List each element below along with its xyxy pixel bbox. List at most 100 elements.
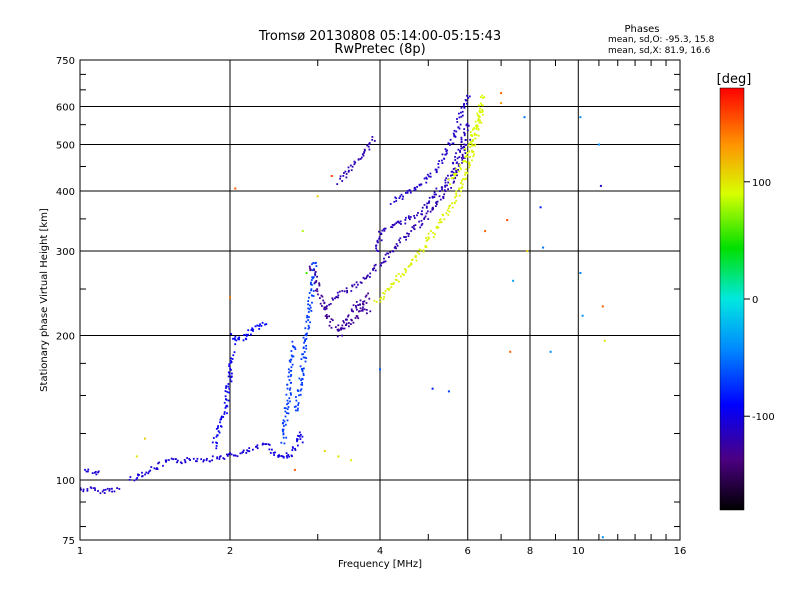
echo-point [433, 193, 436, 196]
echo-point [230, 375, 233, 378]
echo-point [296, 438, 298, 440]
echo-point [471, 128, 474, 131]
echo-point [239, 452, 242, 455]
echo-point [455, 130, 458, 133]
echo-point [287, 454, 290, 456]
echo-point [282, 456, 285, 459]
echo-point [308, 308, 311, 311]
echo-point [420, 183, 423, 186]
echo-point [251, 327, 254, 330]
echo-point [310, 310, 313, 312]
echo-point [413, 217, 416, 219]
echo-point [224, 395, 227, 398]
echo-point [256, 447, 259, 450]
echo-point [324, 308, 327, 311]
echo-point [252, 330, 254, 332]
echo-point [288, 359, 291, 362]
echo-point [287, 402, 290, 405]
echo-point [468, 95, 471, 98]
echo-point [452, 161, 454, 164]
echo-point [137, 473, 139, 476]
echo-point [101, 490, 104, 493]
echo-point [87, 468, 90, 471]
echo-point [217, 425, 219, 427]
echo-point [352, 304, 355, 307]
echo-point [226, 412, 228, 415]
echo-point [205, 459, 208, 462]
echo-point [461, 146, 464, 149]
echo-point [405, 236, 407, 238]
echo-point [389, 203, 392, 205]
echo-point [339, 177, 341, 180]
echo-point [296, 440, 298, 443]
echo-point [281, 455, 284, 458]
echo-point [354, 161, 357, 164]
echo-point [407, 215, 410, 218]
echo-point [444, 184, 446, 187]
echo-point [286, 399, 289, 402]
echo-point [228, 387, 231, 390]
echo-point [301, 382, 303, 384]
echo-point [375, 245, 377, 247]
colorbar [719, 87, 745, 511]
echo-point [363, 151, 365, 154]
echo-point [297, 402, 300, 404]
echo-point [307, 303, 309, 306]
echo-point [479, 96, 482, 98]
echo-point [392, 224, 395, 226]
echo-point [346, 289, 348, 292]
echo-point [211, 441, 214, 444]
echo-point [407, 235, 410, 237]
echo-point [318, 282, 320, 285]
x-tick-label: 8 [527, 546, 533, 557]
echo-point [247, 333, 249, 336]
echo-point [395, 243, 398, 245]
echo-point [278, 455, 281, 457]
echo-point [367, 292, 369, 295]
echo-point [226, 455, 229, 457]
echo-point [365, 302, 368, 304]
echo-point [463, 128, 466, 130]
y-axis-ticks: 75 100 200 300 400 500 600 750 [56, 56, 680, 547]
echo-point [453, 135, 456, 138]
echo-point [301, 441, 304, 444]
echo-point [331, 319, 334, 322]
echo-point [464, 160, 466, 162]
echo-point [461, 159, 464, 161]
echo-point [351, 310, 353, 312]
echo-point [313, 269, 316, 272]
echo-point [473, 134, 476, 136]
echo-point [299, 438, 302, 440]
echo-point [300, 358, 303, 360]
y-tick-label: 200 [56, 332, 75, 343]
echo-point [242, 449, 245, 452]
echo-point [458, 187, 461, 190]
echo-point [338, 290, 341, 293]
chart-subtitle: RwPretec (8p) [334, 42, 425, 57]
echo-point [409, 218, 411, 221]
echo-point [282, 432, 285, 435]
echo-point [403, 236, 406, 238]
echo-point [479, 107, 481, 110]
echo-point [357, 304, 359, 306]
echo-point [394, 196, 397, 199]
echo-point [393, 200, 396, 203]
echo-point [471, 149, 473, 152]
echo-point [460, 141, 463, 144]
echo-point [477, 115, 480, 118]
echo-point [322, 299, 325, 302]
echo-point [405, 269, 407, 272]
echo-point [258, 328, 261, 330]
echo-point [176, 459, 179, 462]
echo-point [209, 460, 211, 463]
echo-point [269, 452, 272, 454]
echo-point [469, 138, 472, 141]
echo-point [455, 192, 457, 195]
echo-point [215, 435, 218, 438]
echo-point [435, 201, 438, 203]
echo-point [304, 334, 307, 336]
echo-point [362, 303, 364, 305]
echo-point [345, 287, 348, 290]
echo-point [397, 220, 400, 223]
echo-point [106, 487, 109, 490]
